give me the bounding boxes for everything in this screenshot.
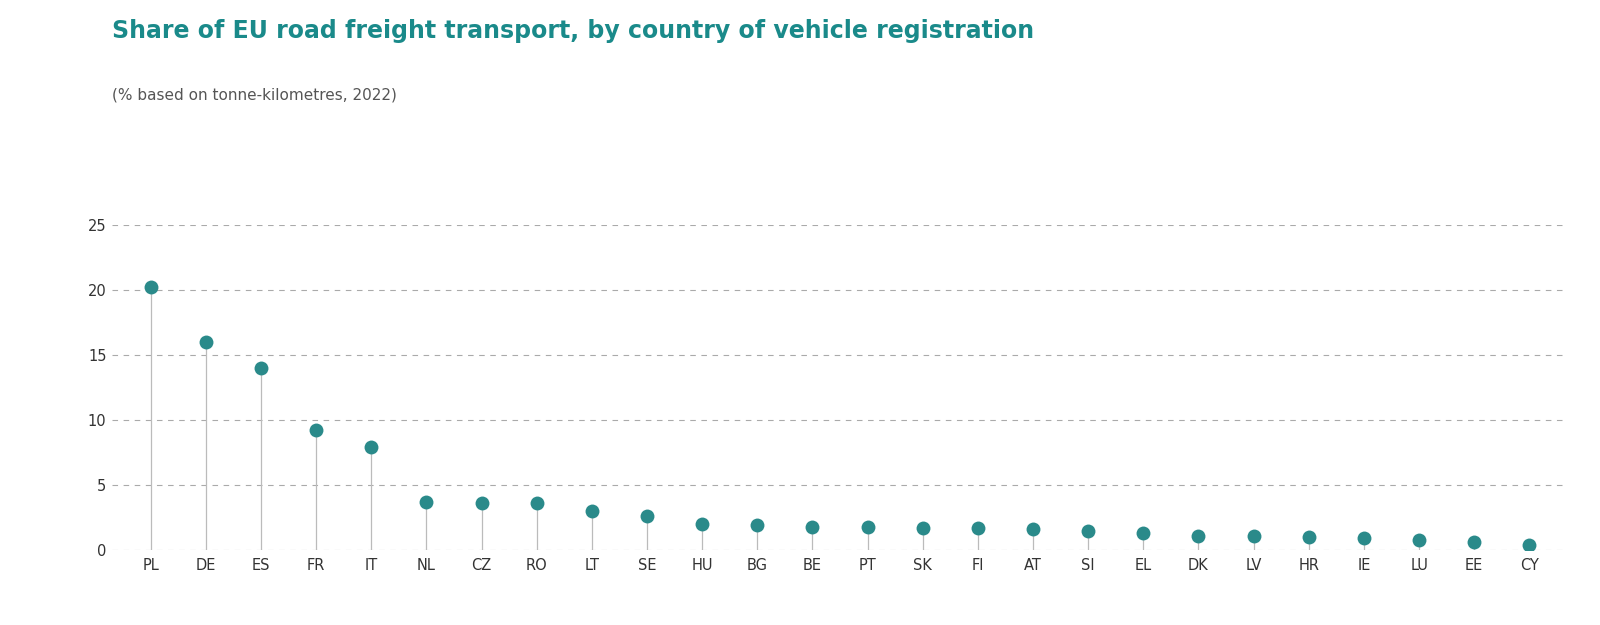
Point <box>138 282 163 292</box>
Point <box>413 497 438 507</box>
Point <box>910 523 936 533</box>
Point <box>469 498 494 508</box>
Point <box>1242 531 1267 541</box>
Point <box>1131 528 1157 538</box>
Point <box>523 498 549 508</box>
Point <box>854 522 880 532</box>
Point <box>1350 533 1376 543</box>
Point <box>248 363 274 373</box>
Point <box>634 511 659 521</box>
Text: (% based on tonne-kilometres, 2022): (% based on tonne-kilometres, 2022) <box>112 88 397 103</box>
Point <box>744 520 770 530</box>
Point <box>1075 526 1101 536</box>
Point <box>800 522 826 532</box>
Point <box>1186 531 1211 541</box>
Point <box>1517 540 1542 550</box>
Text: Share of EU road freight transport, by country of vehicle registration: Share of EU road freight transport, by c… <box>112 19 1034 42</box>
Point <box>194 337 219 347</box>
Point <box>358 442 384 452</box>
Point <box>690 519 715 529</box>
Point <box>1296 532 1322 542</box>
Point <box>1021 524 1046 534</box>
Point <box>1461 538 1486 548</box>
Point <box>304 426 330 436</box>
Point <box>965 523 990 533</box>
Point <box>579 506 605 516</box>
Point <box>1406 534 1432 544</box>
